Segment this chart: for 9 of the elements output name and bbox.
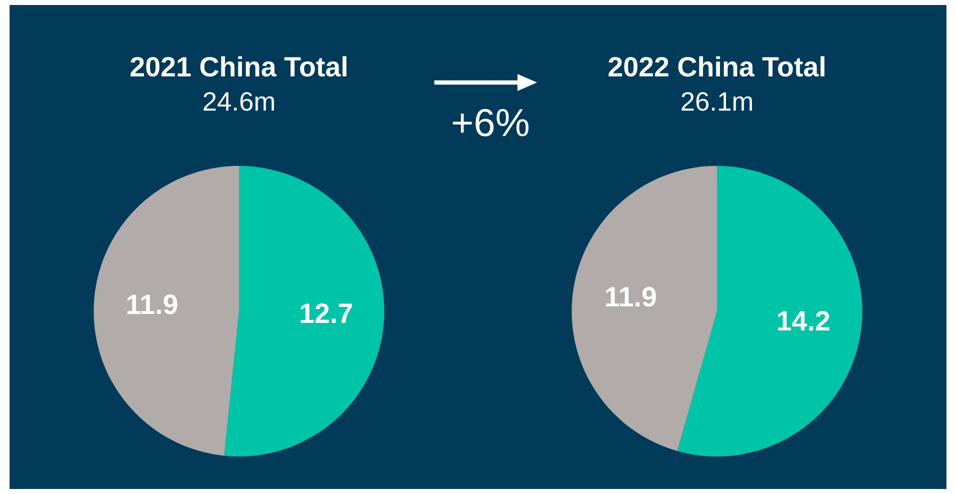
chart-title: 2022 China Total: [608, 56, 824, 77]
chart-title: 2021 China Total: [130, 56, 346, 77]
data-label: 12.7: [300, 303, 352, 323]
data-label: 14.2: [778, 311, 830, 330]
text: +6%: [452, 108, 528, 136]
data-label: 11.9: [606, 286, 656, 307]
data-label: 11.9: [127, 294, 178, 314]
chart-subtitle: 24.6m: [204, 92, 274, 111]
chart-subtitle: 26.1m: [682, 92, 752, 111]
